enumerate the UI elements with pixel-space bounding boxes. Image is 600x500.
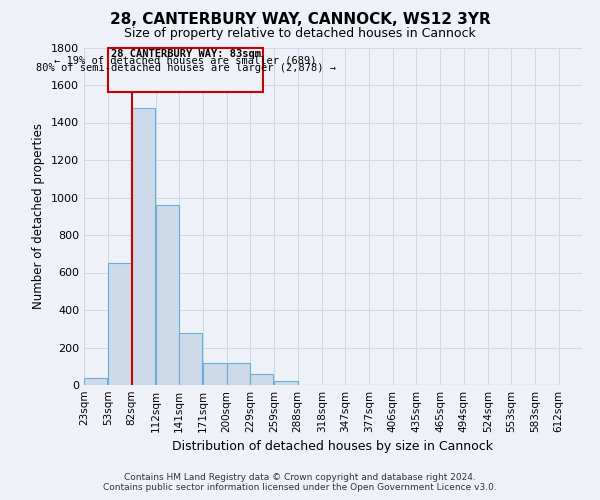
Y-axis label: Number of detached properties: Number of detached properties — [32, 123, 46, 309]
Bar — [108, 48, 263, 92]
Text: Contains HM Land Registry data © Crown copyright and database right 2024.
Contai: Contains HM Land Registry data © Crown c… — [103, 473, 497, 492]
Bar — [84, 378, 107, 385]
X-axis label: Distribution of detached houses by size in Cannock: Distribution of detached houses by size … — [173, 440, 493, 454]
Text: Size of property relative to detached houses in Cannock: Size of property relative to detached ho… — [124, 28, 476, 40]
Text: 28 CANTERBURY WAY: 83sqm: 28 CANTERBURY WAY: 83sqm — [110, 50, 260, 59]
Bar — [203, 362, 227, 385]
Bar — [274, 381, 298, 385]
Bar — [131, 108, 155, 385]
Bar — [108, 263, 131, 385]
Bar — [227, 362, 250, 385]
Text: 28, CANTERBURY WAY, CANNOCK, WS12 3YR: 28, CANTERBURY WAY, CANNOCK, WS12 3YR — [110, 12, 490, 28]
Bar — [179, 332, 202, 385]
Bar — [156, 205, 179, 385]
Bar — [250, 374, 274, 385]
Text: ← 19% of detached houses are smaller (689): ← 19% of detached houses are smaller (68… — [54, 56, 317, 66]
Text: 80% of semi-detached houses are larger (2,878) →: 80% of semi-detached houses are larger (… — [35, 63, 335, 73]
